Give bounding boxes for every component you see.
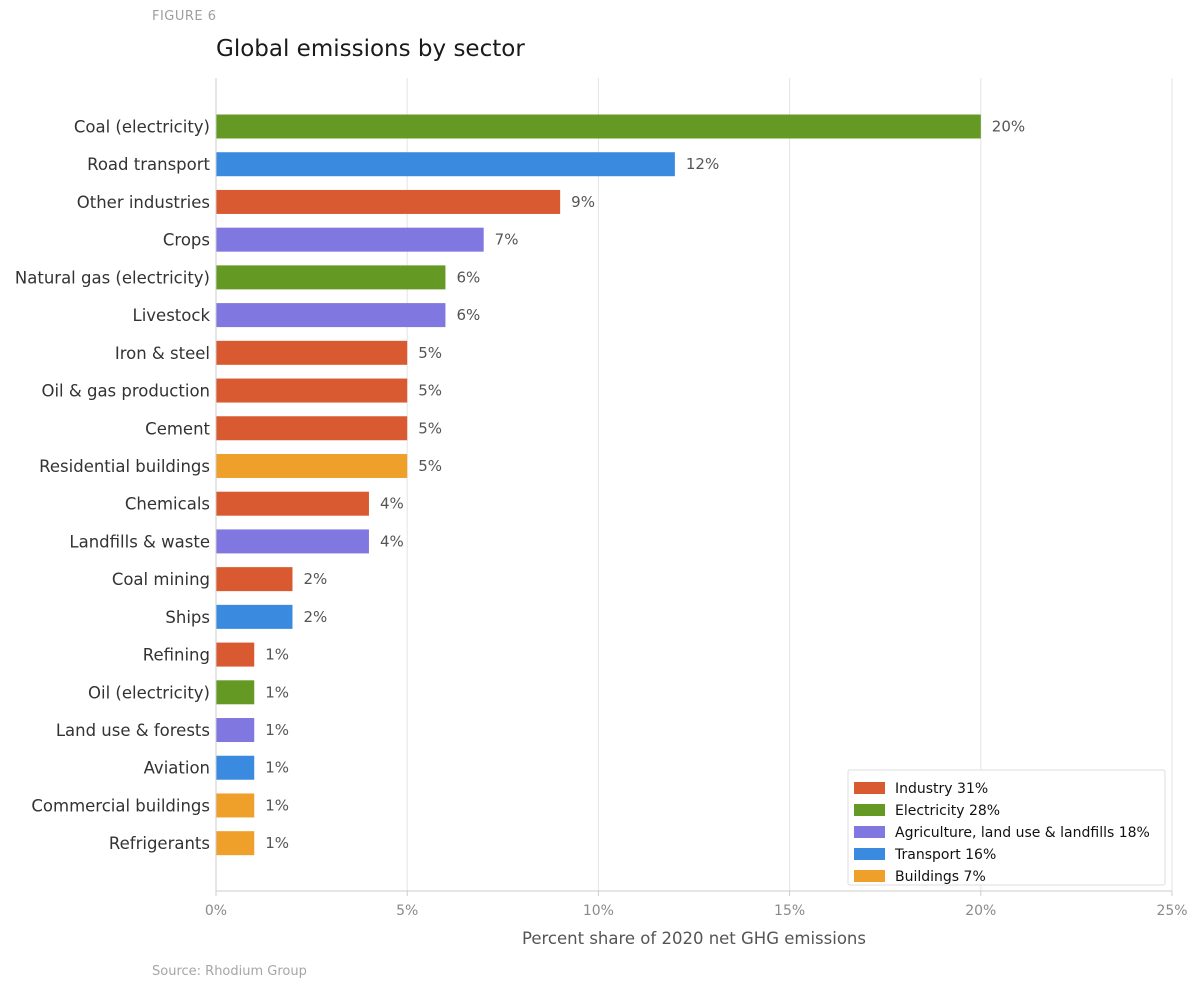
legend: Industry 31% Electricity 28% Agriculture, … [847,769,1166,886]
category-label: Oil (electricity) [88,683,210,702]
value-label: 2% [303,570,327,588]
category-label: Natural gas (electricity) [15,268,210,287]
category-label: Ships [165,608,210,627]
category-label: Chemicals [125,495,210,514]
category-label: Landfills & waste [69,532,210,551]
gridlines [406,78,1173,891]
legend-swatch [854,826,885,838]
category-label: Refining [143,646,210,665]
bar [216,567,293,592]
legend-label: Agriculture, land use & landfills 18% [895,825,1150,841]
bar [216,227,484,252]
value-label: 7% [495,231,519,249]
x-tick-label: 25% [1156,903,1187,919]
bar [216,793,255,818]
figure-label: FIGURE 6 [152,9,217,24]
bar [216,303,446,328]
value-label: 1% [265,721,289,739]
category-label: Oil & gas production [41,382,210,401]
value-label: 9% [571,193,595,211]
bar [216,453,408,478]
bar [216,680,255,705]
x-tick-label: 0% [205,903,227,919]
bar [216,114,981,139]
x-tick-label: 5% [396,903,418,919]
category-label: Aviation [144,759,210,778]
legend-label: Electricity 28% [895,803,1000,819]
source-note: Source: Rhodium Group [152,964,307,979]
category-label: Residential buildings [39,457,210,476]
value-label: 12% [686,155,719,173]
bar [216,416,408,441]
bar [216,831,255,856]
legend-label: Buildings 7% [895,869,986,885]
category-label: Land use & forests [56,721,210,740]
legend-label: Transport 16% [894,847,996,863]
bar [216,152,675,177]
legend-label: Industry 31% [895,781,988,797]
bar [216,642,255,667]
legend-swatch [854,870,885,882]
value-label: 6% [456,306,480,324]
value-label: 1% [265,796,289,814]
category-label: Livestock [133,306,211,325]
value-label: 5% [418,382,442,400]
bars: Coal (electricity) 20% Road transport 12% Ot… [15,114,1025,856]
legend-box [847,769,1166,886]
value-label: 4% [380,495,404,513]
category-label: Road transport [87,155,210,174]
x-tick-label: 15% [774,903,805,919]
bar [216,755,255,780]
category-label: Other industries [77,193,210,212]
bar [216,491,369,516]
value-label: 4% [380,532,404,550]
category-label: Commercial buildings [31,796,210,815]
x-axis: 0% 5% 10% 15% 20% 25% [205,78,1188,919]
category-label: Cement [145,419,210,438]
bar [216,604,293,629]
bar [216,718,255,743]
category-label: Crops [163,231,210,250]
category-label: Coal mining [112,570,210,589]
bar [216,529,369,554]
x-tick-label: 10% [583,903,614,919]
category-label: Coal (electricity) [74,118,210,137]
legend-swatch [854,804,885,816]
value-label: 1% [265,683,289,701]
chart-title: Global emissions by sector [216,36,525,62]
value-label: 1% [265,834,289,852]
value-label: 2% [303,608,327,626]
category-label: Iron & steel [115,344,210,363]
x-tick-label: 20% [965,903,996,919]
legend-swatch [854,782,885,794]
bar [216,189,561,214]
bar [216,265,446,290]
x-axis-title: Percent share of 2020 net GHG emissions [522,929,866,948]
legend-swatch [854,848,885,860]
bar [216,378,408,403]
bar [216,340,408,365]
category-label: Refrigerants [109,834,210,853]
value-label: 5% [418,457,442,475]
value-label: 5% [418,419,442,437]
value-label: 1% [265,759,289,777]
value-label: 5% [418,344,442,362]
value-label: 20% [992,118,1025,136]
value-label: 6% [456,268,480,286]
value-label: 1% [265,646,289,664]
